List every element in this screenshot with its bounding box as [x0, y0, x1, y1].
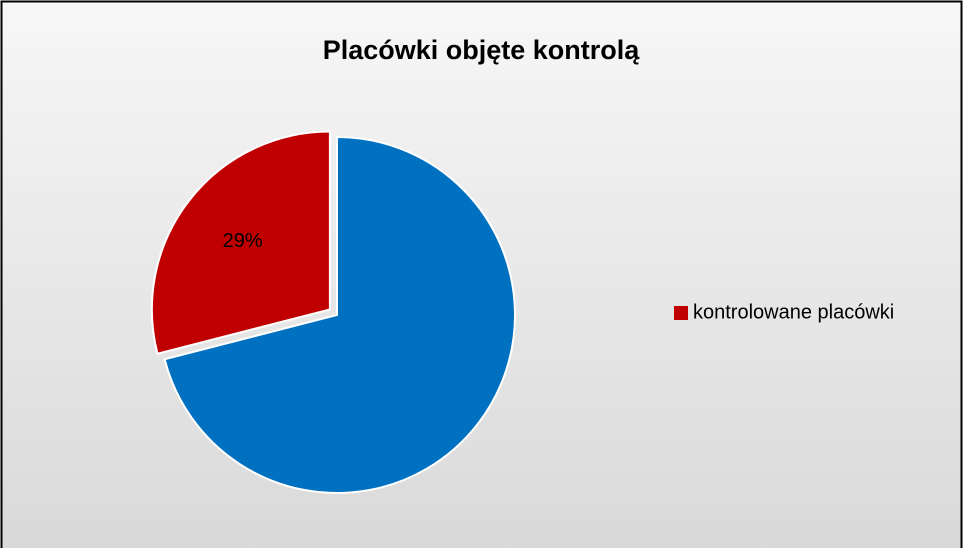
data-label: 29%	[223, 230, 263, 252]
legend-swatch	[674, 306, 688, 320]
chart-title: Placówki objęte kontrolą	[323, 35, 641, 65]
legend-label: kontrolowane placówki	[693, 301, 894, 323]
pie-slice	[150, 130, 331, 355]
pie-slice	[163, 135, 516, 494]
